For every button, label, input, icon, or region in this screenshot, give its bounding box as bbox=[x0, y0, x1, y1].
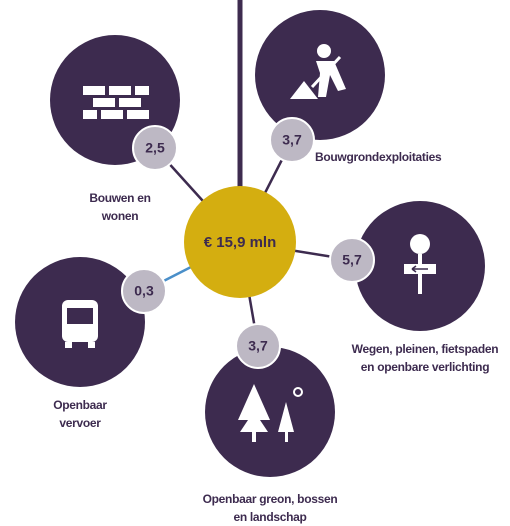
value-label: 3,7 bbox=[282, 132, 302, 148]
center-label: € 15,9 mln bbox=[204, 234, 277, 251]
node-label: en openbare verlichting bbox=[361, 360, 489, 374]
icon-shovel bbox=[310, 55, 342, 89]
icon-tree bbox=[238, 384, 270, 432]
node-label: Openbaar bbox=[53, 398, 107, 412]
center-circle bbox=[184, 186, 296, 298]
node-icon bbox=[290, 44, 346, 99]
value-bubble bbox=[132, 125, 178, 171]
brick bbox=[135, 86, 149, 95]
icon-head bbox=[317, 44, 331, 58]
icon-wheel bbox=[88, 342, 95, 348]
node-icon bbox=[404, 234, 436, 294]
value-label: 3,7 bbox=[248, 338, 268, 354]
value-bubble bbox=[235, 323, 281, 369]
node-label: Bouwen en bbox=[89, 191, 150, 205]
value-bubble bbox=[121, 268, 167, 314]
value-bubble bbox=[269, 117, 315, 163]
node-label: wonen bbox=[101, 209, 139, 223]
icon-sun bbox=[293, 387, 303, 397]
icon-tree bbox=[278, 402, 294, 432]
node-label: en landschap bbox=[233, 510, 306, 524]
value-label: 2,5 bbox=[145, 140, 165, 156]
node-label: Bouwgrondexploitaties bbox=[315, 150, 442, 164]
icon-pile bbox=[290, 81, 318, 99]
brick bbox=[101, 110, 123, 119]
node-circle bbox=[205, 347, 335, 477]
icon-body bbox=[316, 61, 346, 97]
icon-trunk bbox=[252, 432, 256, 442]
node-icon bbox=[238, 384, 303, 442]
icon-trunk bbox=[285, 432, 288, 442]
icon-sign bbox=[410, 234, 430, 254]
value-label: 5,7 bbox=[342, 252, 362, 268]
brick bbox=[127, 110, 149, 119]
value-label: 0,3 bbox=[134, 283, 154, 299]
node-icon bbox=[62, 300, 98, 348]
node-label: Wegen, pleinen, fietspaden bbox=[352, 342, 499, 356]
brick bbox=[93, 98, 115, 107]
icon-arrow-head bbox=[411, 265, 428, 273]
value-bubble bbox=[329, 237, 375, 283]
icon-window bbox=[67, 308, 93, 324]
brick bbox=[119, 98, 141, 107]
brick bbox=[109, 86, 131, 95]
brick bbox=[83, 86, 105, 95]
icon-wheel bbox=[65, 342, 72, 348]
node-label: Openbaar greon, bossen bbox=[203, 492, 338, 506]
node-icon bbox=[83, 86, 149, 119]
brick bbox=[83, 110, 97, 119]
node-label: vervoer bbox=[59, 416, 101, 430]
